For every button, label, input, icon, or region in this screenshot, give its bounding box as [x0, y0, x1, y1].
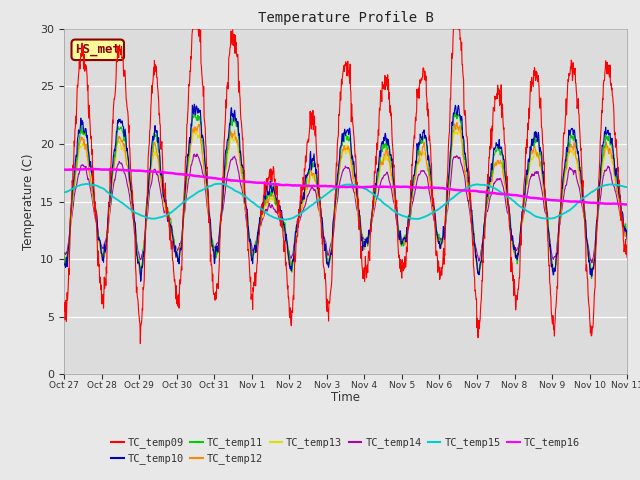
TC_temp16: [90, 166, 97, 172]
TC_temp14: [186, 174, 193, 180]
TC_temp14: [507, 231, 515, 237]
TC_temp15: [557, 212, 565, 217]
TC_temp12: [588, 272, 595, 278]
TC_temp14: [588, 260, 596, 266]
TC_temp12: [60, 260, 68, 266]
TC_temp15: [623, 184, 631, 190]
TC_temp10: [60, 261, 68, 266]
TC_temp15: [281, 217, 289, 223]
TC_temp09: [136, 341, 144, 347]
TC_temp09: [557, 191, 565, 196]
Line: TC_temp15: TC_temp15: [64, 184, 627, 220]
TC_temp12: [557, 212, 564, 217]
TC_temp12: [186, 154, 193, 159]
TC_temp11: [60, 250, 68, 256]
TC_temp10: [172, 254, 180, 260]
TC_temp10: [557, 199, 565, 204]
TC_temp15: [434, 207, 442, 213]
TC_temp10: [249, 252, 257, 258]
TC_temp10: [434, 235, 442, 241]
TC_temp14: [557, 216, 564, 221]
TC_temp13: [623, 230, 631, 236]
TC_temp09: [249, 285, 257, 290]
Line: TC_temp13: TC_temp13: [64, 127, 627, 272]
TC_temp13: [60, 253, 68, 259]
X-axis label: Time: Time: [331, 391, 360, 404]
TC_temp12: [623, 237, 631, 242]
TC_temp09: [508, 255, 515, 261]
Legend: TC_temp09, TC_temp10, TC_temp11, TC_temp12, TC_temp13, TC_temp14, TC_temp15, TC_: TC_temp09, TC_temp10, TC_temp11, TC_temp…: [107, 433, 584, 468]
Line: TC_temp14: TC_temp14: [64, 154, 627, 263]
TC_temp16: [433, 185, 441, 191]
TC_temp16: [60, 167, 68, 172]
TC_temp11: [186, 149, 193, 155]
TC_temp10: [137, 278, 145, 284]
TC_temp16: [620, 202, 628, 207]
Line: TC_temp12: TC_temp12: [64, 122, 627, 275]
TC_temp11: [507, 225, 515, 231]
TC_temp16: [172, 171, 180, 177]
TC_temp16: [507, 192, 515, 198]
TC_temp11: [623, 231, 631, 237]
TC_temp15: [60, 190, 68, 195]
TC_temp10: [508, 229, 515, 235]
TC_temp14: [172, 243, 179, 249]
TC_temp10: [186, 135, 193, 141]
TC_temp12: [453, 120, 461, 125]
TC_temp09: [189, 26, 196, 32]
TC_temp13: [248, 251, 256, 257]
TC_temp12: [248, 251, 256, 257]
TC_temp14: [433, 234, 441, 240]
TC_temp10: [623, 236, 631, 242]
TC_temp11: [172, 245, 179, 251]
Line: TC_temp11: TC_temp11: [64, 112, 627, 278]
TC_temp16: [557, 198, 564, 204]
TC_temp15: [186, 195, 193, 201]
TC_temp14: [193, 151, 201, 157]
TC_temp15: [249, 200, 257, 205]
TC_temp14: [60, 251, 68, 256]
TC_temp11: [588, 276, 595, 281]
TC_temp16: [186, 172, 193, 178]
TC_temp11: [248, 257, 256, 263]
TC_temp09: [186, 79, 193, 85]
TC_temp15: [508, 196, 515, 202]
TC_temp11: [433, 232, 441, 238]
Line: TC_temp09: TC_temp09: [64, 29, 627, 344]
TC_temp16: [249, 180, 257, 185]
TC_temp14: [623, 233, 631, 239]
TC_temp13: [433, 238, 441, 243]
TC_temp15: [216, 181, 223, 187]
TC_temp13: [186, 160, 193, 166]
Line: TC_temp10: TC_temp10: [64, 104, 627, 281]
TC_temp15: [172, 206, 179, 212]
Title: Temperature Profile B: Temperature Profile B: [258, 11, 433, 25]
TC_temp13: [454, 124, 462, 130]
Text: HS_met: HS_met: [76, 43, 120, 56]
TC_temp12: [507, 231, 515, 237]
TC_temp14: [249, 248, 257, 254]
TC_temp13: [588, 269, 596, 275]
TC_temp09: [434, 269, 442, 275]
TC_temp12: [172, 250, 179, 256]
TC_temp09: [172, 296, 180, 302]
TC_temp10: [191, 101, 198, 107]
TC_temp09: [60, 309, 68, 314]
TC_temp16: [623, 202, 631, 207]
TC_temp12: [433, 235, 441, 240]
TC_temp13: [172, 244, 179, 250]
TC_temp13: [557, 214, 564, 219]
TC_temp11: [557, 211, 564, 217]
TC_temp13: [507, 231, 515, 237]
Line: TC_temp16: TC_temp16: [64, 169, 627, 204]
TC_temp11: [452, 109, 460, 115]
TC_temp09: [623, 254, 631, 260]
Y-axis label: Temperature (C): Temperature (C): [22, 153, 35, 250]
